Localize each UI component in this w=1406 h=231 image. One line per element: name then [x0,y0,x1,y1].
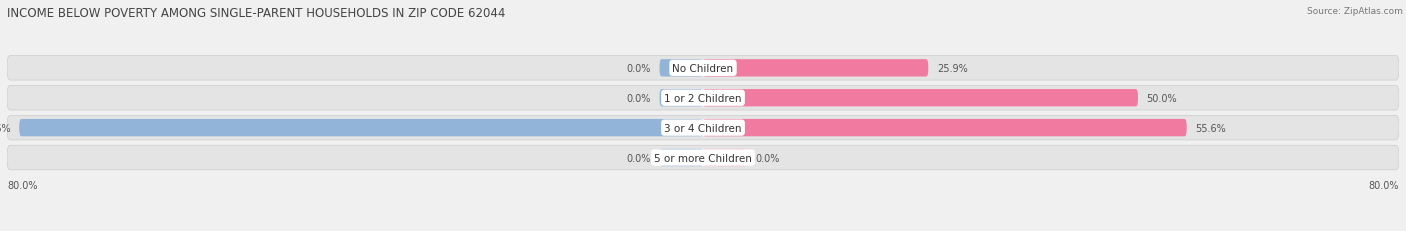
FancyBboxPatch shape [703,90,1137,107]
Text: 0.0%: 0.0% [627,64,651,73]
Text: 80.0%: 80.0% [1368,180,1399,190]
Text: No Children: No Children [672,64,734,73]
Text: INCOME BELOW POVERTY AMONG SINGLE-PARENT HOUSEHOLDS IN ZIP CODE 62044: INCOME BELOW POVERTY AMONG SINGLE-PARENT… [7,7,505,20]
Text: 55.6%: 55.6% [1195,123,1226,133]
Text: 5 or more Children: 5 or more Children [654,153,752,163]
FancyBboxPatch shape [7,146,1399,170]
Text: 0.0%: 0.0% [627,153,651,163]
Text: 0.0%: 0.0% [627,93,651,103]
FancyBboxPatch shape [20,119,703,137]
Text: 1 or 2 Children: 1 or 2 Children [664,93,742,103]
FancyBboxPatch shape [7,86,1399,110]
FancyBboxPatch shape [659,90,703,107]
FancyBboxPatch shape [7,116,1399,140]
Text: 0.0%: 0.0% [755,153,779,163]
Text: 3 or 4 Children: 3 or 4 Children [664,123,742,133]
FancyBboxPatch shape [7,56,1399,81]
Text: 50.0%: 50.0% [1147,93,1177,103]
Text: Source: ZipAtlas.com: Source: ZipAtlas.com [1308,7,1403,16]
FancyBboxPatch shape [659,60,703,77]
FancyBboxPatch shape [659,149,703,167]
FancyBboxPatch shape [703,119,1187,137]
FancyBboxPatch shape [703,149,747,167]
Text: 80.0%: 80.0% [7,180,38,190]
Text: 78.6%: 78.6% [0,123,10,133]
Text: 25.9%: 25.9% [936,64,967,73]
FancyBboxPatch shape [703,60,928,77]
